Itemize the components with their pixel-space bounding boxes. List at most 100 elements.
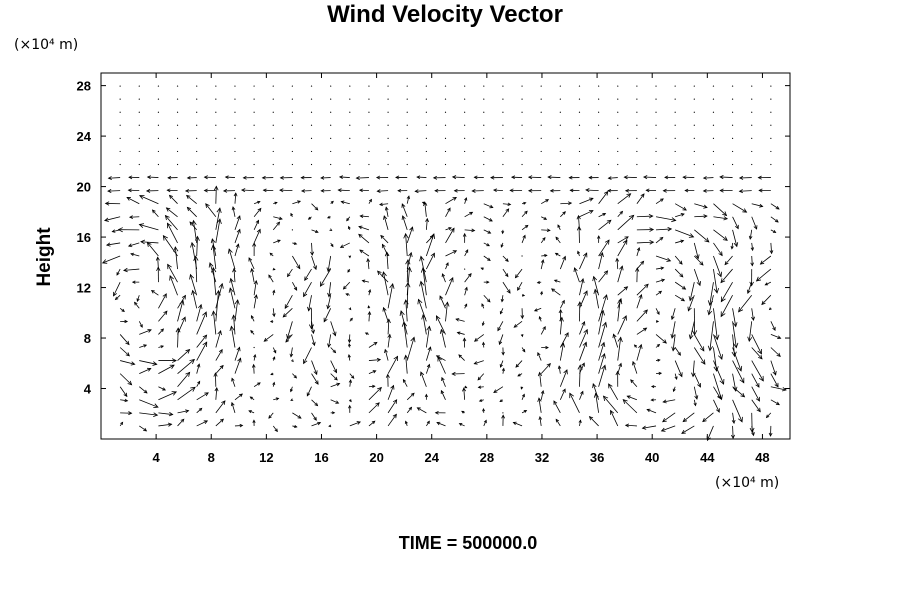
vector-head [222, 188, 228, 193]
vector-shaft [655, 308, 660, 315]
vector-shaft [190, 274, 198, 296]
vector-head [116, 272, 120, 276]
vector-head [252, 419, 256, 423]
vector-head [520, 334, 524, 338]
vector-head [717, 394, 723, 401]
vector-head [306, 392, 311, 397]
vector-dot [617, 150, 619, 153]
vector-head [524, 210, 528, 215]
vector-head [290, 212, 294, 217]
vector-head [667, 226, 673, 232]
vector-head [262, 188, 267, 193]
vector-shaft [368, 359, 381, 361]
vector-dot [138, 85, 140, 87]
vector-shaft [598, 342, 605, 361]
vector-dot [712, 163, 715, 166]
vector-head [128, 215, 134, 219]
vector-shaft [196, 408, 202, 414]
vector-shaft [158, 310, 168, 322]
vector-head [720, 296, 726, 303]
vector-dot [176, 150, 179, 153]
vector-dot [464, 268, 466, 270]
vector-head [202, 311, 207, 318]
vector-head [645, 188, 650, 193]
vector-head [626, 395, 631, 399]
vector-dot [253, 111, 255, 113]
vector-head [181, 294, 186, 300]
vector-head [678, 260, 683, 265]
vector-shaft [196, 392, 209, 401]
vector-dot [617, 124, 619, 126]
vector-dot [176, 137, 179, 139]
vector-head [203, 188, 208, 193]
vector-head [320, 188, 325, 193]
vector-head [139, 324, 143, 328]
vector-shaft [674, 360, 683, 377]
vector-shaft [425, 326, 430, 348]
vector-shaft [186, 195, 197, 205]
vector-shaft [196, 341, 208, 361]
vector-head [680, 297, 686, 302]
vector-head [332, 349, 337, 354]
vector-head [662, 417, 667, 423]
vector-shaft [386, 252, 389, 270]
vector-dot [368, 85, 370, 87]
vector-head [716, 408, 720, 413]
vector-dot [693, 163, 695, 166]
vector-head [371, 420, 376, 425]
vector-head [140, 239, 146, 245]
vector-head [205, 203, 210, 209]
vector-shaft [177, 372, 190, 387]
vector-shaft [671, 321, 676, 339]
vector-shaft [231, 378, 236, 387]
vector-dot [751, 163, 753, 166]
vector-head [168, 412, 174, 417]
vector-shaft [732, 425, 734, 439]
vector-dot [559, 85, 561, 87]
vector-head [695, 254, 700, 260]
vector-shaft [732, 203, 747, 213]
vector-shaft [655, 237, 664, 244]
vector-head [171, 391, 178, 396]
vector-head [650, 398, 654, 402]
vector-shaft [674, 347, 681, 356]
vector-shaft [382, 244, 389, 257]
vector-head [340, 200, 345, 204]
vector-head [602, 321, 608, 328]
vector-head [426, 420, 430, 425]
vector-shaft [215, 219, 221, 243]
vector-shaft [230, 278, 236, 296]
vector-shaft [285, 334, 293, 343]
vector-head [430, 252, 435, 258]
vector-head [319, 281, 325, 287]
vector-shaft [617, 286, 628, 296]
vector-head [240, 188, 246, 193]
vector-dot [751, 98, 753, 100]
vector-head [359, 214, 364, 218]
vector-shaft [102, 255, 121, 264]
vector-head [606, 219, 612, 225]
vector-head [537, 371, 543, 377]
vector-shaft [551, 288, 561, 296]
vector-shaft [420, 281, 427, 309]
vector-shaft [241, 189, 255, 192]
vector-shaft [630, 379, 638, 387]
vector-dot [406, 98, 408, 100]
vector-dot [521, 85, 523, 87]
vector-head [402, 378, 407, 383]
vector-head [236, 228, 241, 234]
vector-head [555, 236, 559, 241]
vector-dot [483, 98, 485, 100]
vector-head [557, 365, 562, 370]
vector-dot [215, 137, 217, 139]
vector-shaft [330, 347, 336, 353]
vector-dot [196, 163, 198, 166]
vector-head [437, 356, 442, 362]
vector-shaft [139, 386, 148, 394]
vector-head [114, 296, 119, 301]
vector-dot [674, 150, 676, 153]
vector-dot [138, 111, 140, 113]
vector-head [381, 243, 386, 249]
vector-shaft [616, 258, 619, 270]
vector-head [236, 346, 241, 352]
